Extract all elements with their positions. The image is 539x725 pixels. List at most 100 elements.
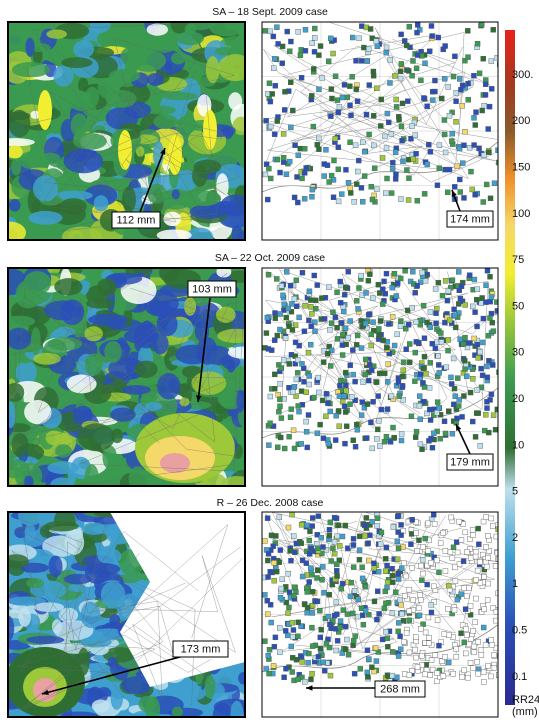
station-marker — [432, 88, 438, 95]
annotation-box — [172, 640, 229, 658]
station-marker — [425, 520, 431, 527]
station-marker — [281, 301, 287, 307]
station-marker — [427, 417, 434, 423]
border-line — [95, 133, 221, 222]
station-marker — [331, 550, 338, 557]
station-marker — [445, 189, 451, 195]
station-marker — [314, 540, 320, 547]
station-marker — [354, 421, 360, 428]
station-marker — [371, 560, 377, 567]
station-marker — [358, 412, 365, 418]
station-marker — [286, 384, 292, 391]
station-marker — [292, 142, 298, 148]
station-marker — [403, 573, 409, 580]
station-marker — [458, 537, 465, 543]
station-marker — [390, 579, 396, 585]
station-marker — [334, 611, 340, 617]
station-marker — [426, 141, 432, 148]
station-marker — [384, 579, 391, 586]
station-marker — [263, 118, 269, 124]
station-marker — [427, 324, 433, 330]
station-marker — [436, 404, 442, 411]
station-marker — [395, 545, 402, 552]
field-blob — [196, 345, 232, 366]
station-marker — [490, 362, 496, 368]
station-marker — [453, 324, 459, 331]
station-marker — [475, 670, 481, 677]
station-marker — [478, 652, 485, 658]
station-marker — [348, 190, 354, 196]
station-marker — [289, 634, 296, 640]
station-marker — [419, 446, 425, 452]
station-marker — [433, 320, 439, 326]
station-marker — [299, 557, 306, 563]
field-blob — [153, 114, 178, 130]
station-marker — [360, 139, 366, 145]
station-marker — [319, 75, 325, 81]
station-marker — [289, 327, 296, 333]
observation-map — [262, 512, 498, 717]
station-marker — [492, 617, 498, 624]
station-marker — [345, 179, 352, 186]
station-marker — [336, 393, 343, 399]
station-marker — [445, 606, 451, 612]
station-marker — [436, 642, 442, 649]
station-marker — [398, 431, 405, 437]
station-marker — [443, 364, 450, 370]
annotation-box — [111, 211, 161, 229]
station-marker — [283, 171, 290, 177]
station-marker — [408, 135, 414, 142]
station-marker — [269, 91, 275, 97]
arrow-head — [306, 685, 313, 691]
station-marker — [394, 331, 400, 337]
field-blob — [147, 73, 164, 86]
station-marker — [429, 33, 435, 39]
station-marker — [335, 198, 342, 205]
station-marker — [291, 445, 298, 452]
station-marker — [475, 355, 481, 361]
station-marker — [344, 611, 351, 617]
station-marker — [368, 184, 374, 190]
station-marker — [421, 335, 428, 341]
station-marker — [377, 370, 383, 377]
station-marker — [405, 156, 412, 163]
station-marker — [282, 89, 288, 95]
field-blob — [48, 555, 63, 578]
station-marker — [309, 186, 316, 193]
station-marker — [416, 340, 422, 346]
station-marker — [492, 426, 498, 433]
station-marker — [393, 96, 399, 103]
station-marker — [477, 647, 484, 653]
station-marker — [296, 314, 302, 321]
station-marker — [474, 659, 480, 665]
station-marker — [493, 609, 498, 615]
station-marker — [486, 429, 492, 436]
station-marker — [407, 341, 413, 347]
station-marker — [339, 398, 346, 405]
station-marker — [286, 433, 292, 440]
colorbar-label: 5 — [512, 486, 518, 498]
field-blob — [8, 24, 22, 47]
field-blob — [238, 671, 245, 685]
station-marker — [294, 174, 300, 180]
station-marker — [441, 418, 448, 425]
station-marker — [417, 592, 423, 598]
station-marker — [483, 544, 489, 550]
station-marker — [295, 633, 301, 639]
station-marker — [334, 568, 340, 574]
station-marker — [445, 337, 451, 343]
station-marker — [332, 314, 339, 320]
station-marker — [494, 549, 498, 556]
station-marker — [330, 194, 337, 200]
station-marker — [459, 674, 465, 680]
border-line — [278, 269, 494, 430]
station-marker — [445, 288, 452, 294]
station-marker — [435, 34, 441, 41]
arrow-head — [456, 424, 462, 431]
field-blob — [170, 52, 186, 65]
field-blob — [109, 614, 121, 627]
station-marker — [314, 575, 320, 581]
station-marker — [452, 578, 459, 584]
station-marker — [335, 109, 341, 116]
annotation-label: 112 mm — [117, 214, 156, 226]
